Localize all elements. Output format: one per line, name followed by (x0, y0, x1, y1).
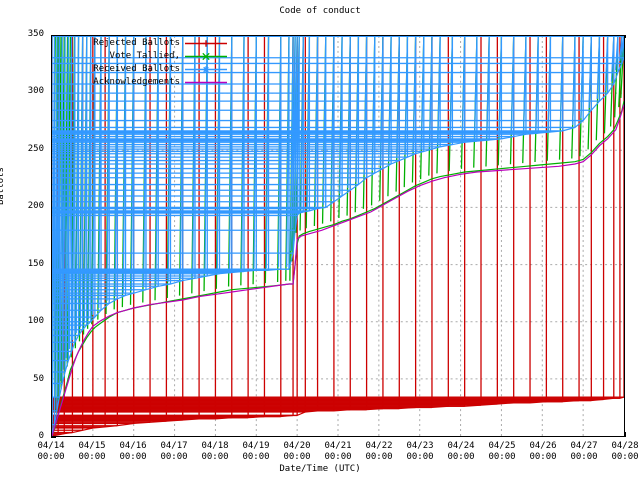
legend-item[interactable]: Vote Tallied, (53, 50, 228, 63)
x-tick-label: 04/28 00:00 (602, 441, 640, 463)
legend-item-label: Vote Tallied, (109, 51, 180, 61)
x-tick-label: 04/15 00:00 (69, 441, 115, 463)
y-tick-label: 200 (27, 201, 44, 212)
y-tick-label: 100 (27, 316, 44, 327)
x-tick-time: 00:00 (160, 452, 188, 462)
x-tick-time: 00:00 (324, 452, 352, 462)
x-tick-label: 04/26 00:00 (520, 441, 566, 463)
x-tick-time: 00:00 (611, 452, 639, 462)
legend-item-swatch (184, 77, 228, 88)
x-tick-date: 04/26 (529, 441, 557, 451)
x-tick-label: 04/27 00:00 (561, 441, 607, 463)
x-tick-date: 04/25 (488, 441, 516, 451)
y-minor-tick-mark (51, 437, 54, 438)
x-tick-label: 04/19 00:00 (233, 441, 279, 463)
legend-item-swatch (184, 51, 228, 62)
y-tick-label: 50 (33, 373, 44, 384)
chart-legend: Rejected Ballots Vote Tallied, Received … (53, 37, 228, 89)
x-tick-date: 04/24 (447, 441, 475, 451)
legend-item[interactable]: Acknowledgements (53, 76, 228, 89)
grid-lines (52, 36, 624, 436)
x-tick-label: 04/18 00:00 (192, 441, 238, 463)
legend-item-label: Acknowledgements (93, 77, 180, 87)
x-tick-date: 04/18 (201, 441, 229, 451)
y-tick-label: 150 (27, 258, 44, 269)
x-minor-tick-mark (625, 434, 626, 437)
y-tick-label: 0 (38, 431, 44, 441)
x-tick-time: 00:00 (570, 452, 598, 462)
x-tick-time: 00:00 (283, 452, 311, 462)
legend-item[interactable]: Received Ballots (53, 63, 228, 76)
x-tick-time: 00:00 (406, 452, 434, 462)
x-tick-date: 04/28 (611, 441, 639, 451)
x-tick-time: 00:00 (242, 452, 270, 462)
legend-item[interactable]: Rejected Ballots (53, 37, 228, 50)
x-tick-date: 04/20 (283, 441, 311, 451)
x-tick-date: 04/27 (570, 441, 598, 451)
x-tick-date: 04/22 (365, 441, 393, 451)
x-tick-date: 04/21 (324, 441, 352, 451)
data-series-layer (52, 36, 624, 436)
y-tick-label: 350 (27, 29, 44, 39)
x-tick-date: 04/17 (160, 441, 188, 451)
x-tick-date: 04/15 (78, 441, 106, 451)
x-tick-label: 04/23 00:00 (397, 441, 443, 463)
x-tick-label: 04/22 00:00 (356, 441, 402, 463)
x-tick-time: 00:00 (488, 452, 516, 462)
x-tick-label: 04/25 00:00 (479, 441, 525, 463)
plot-area (51, 35, 625, 437)
y-tick-label: 300 (27, 86, 44, 97)
legend-item-label: Rejected Ballots (93, 38, 180, 48)
x-axis-label: Date/Time (UTC) (279, 464, 361, 474)
x-tick-date: 04/14 (37, 441, 65, 451)
y-axis-label: Ballots (0, 167, 6, 205)
y-tick-label: 250 (27, 143, 44, 154)
x-tick-time: 00:00 (78, 452, 106, 462)
x-tick-date: 04/23 (406, 441, 434, 451)
x-tick-date: 04/16 (119, 441, 147, 451)
x-tick-label: 04/16 00:00 (110, 441, 156, 463)
x-tick-time: 00:00 (37, 452, 65, 462)
chart-title: Code of conduct (279, 6, 361, 16)
x-tick-label: 04/14 00:00 (28, 441, 74, 463)
x-tick-label: 04/17 00:00 (151, 441, 197, 463)
x-tick-label: 04/24 00:00 (438, 441, 484, 463)
x-tick-time: 00:00 (201, 452, 229, 462)
legend-item-swatch (184, 38, 228, 49)
x-tick-label: 04/21 00:00 (315, 441, 361, 463)
x-tick-date: 04/19 (242, 441, 270, 451)
legend-item-label: Received Ballots (93, 64, 180, 74)
x-tick-time: 00:00 (447, 452, 475, 462)
x-tick-label: 04/20 00:00 (274, 441, 320, 463)
x-tick-time: 00:00 (365, 452, 393, 462)
x-tick-time: 00:00 (119, 452, 147, 462)
x-minor-tick-mark-top (625, 35, 626, 38)
x-tick-time: 00:00 (529, 452, 557, 462)
legend-item-swatch (184, 64, 228, 75)
